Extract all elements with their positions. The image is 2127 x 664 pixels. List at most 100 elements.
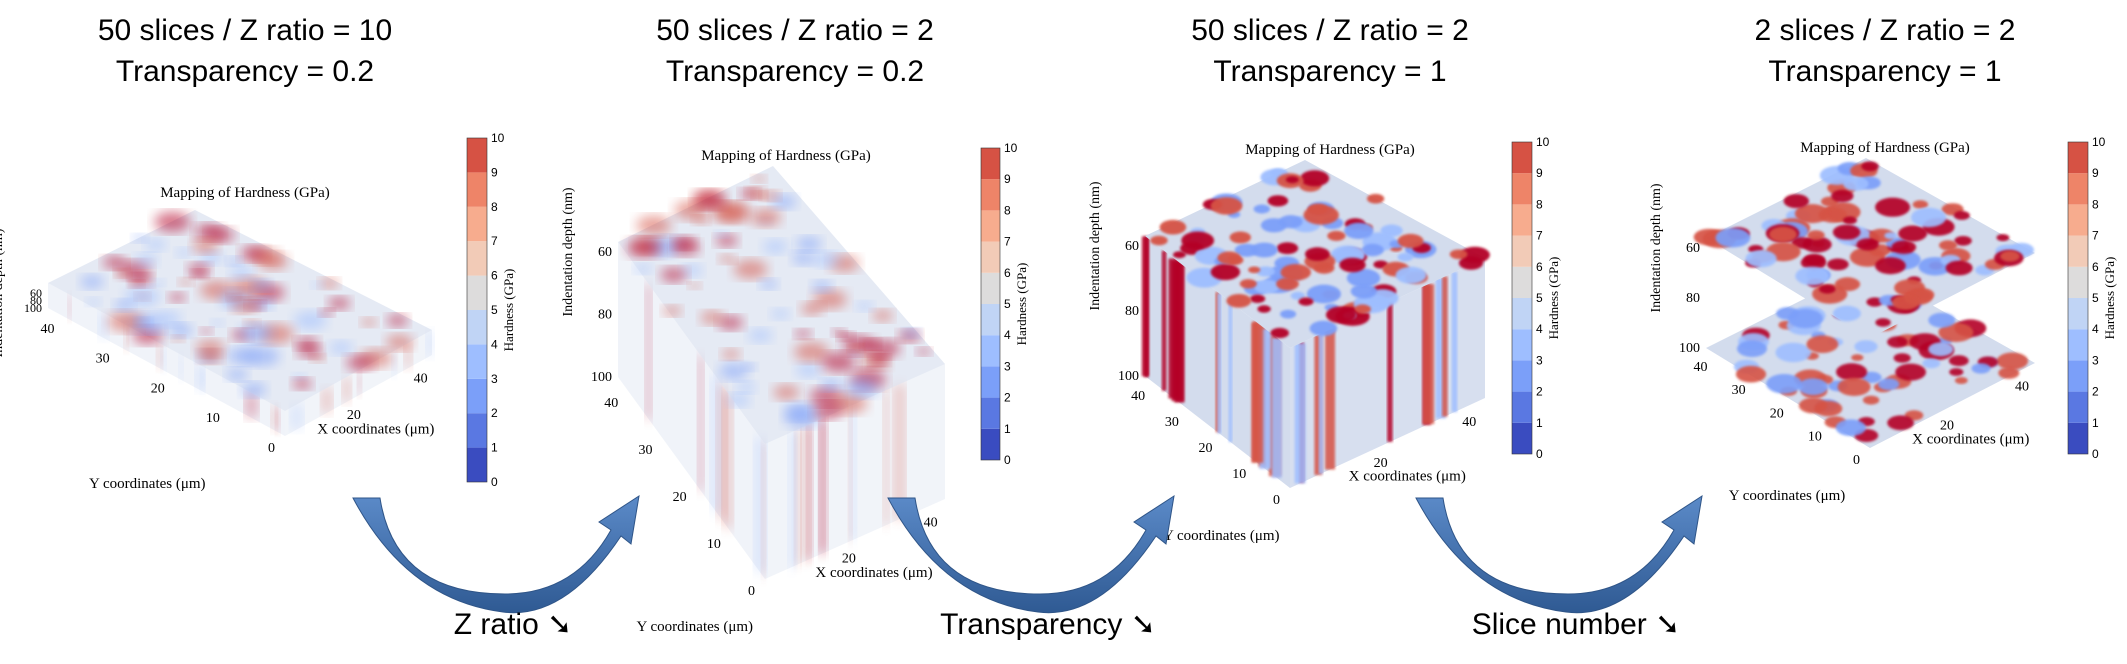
hardness-spot (1248, 266, 1261, 274)
hardness-spot (227, 347, 257, 364)
hardness-spot (820, 379, 842, 391)
colorbar-segment (2068, 235, 2088, 267)
hardness-spot (1832, 305, 1861, 322)
z-axis-label: Indentation depth (nm) (561, 187, 576, 316)
hardness-spot (663, 305, 682, 316)
hardness-spot (1693, 228, 1724, 246)
colorbar-tick-label: 10 (1536, 135, 1550, 149)
y-axis-label: Y coordinates (μm) (1163, 528, 1280, 544)
hardness-spot (1395, 266, 1427, 284)
hardness-spot (1735, 365, 1767, 383)
hardness-spot (132, 234, 148, 243)
depth-streak (342, 377, 351, 402)
hardness-spot (1210, 197, 1243, 215)
hardness-spot (1766, 374, 1802, 394)
hardness-spot (1276, 242, 1299, 255)
hardness-spot (1290, 291, 1306, 300)
plot-title: Mapping of Hardness (GPa) (160, 185, 330, 201)
hardness-spot (1256, 266, 1275, 277)
y-tick-label: 20 (673, 490, 687, 505)
colorbar-tick-label: 5 (491, 303, 498, 317)
colorbar-tick-label: 2 (1004, 391, 1011, 405)
depth-streak (321, 388, 332, 413)
hardness-spot (1948, 355, 1969, 367)
hardness-spot (1835, 419, 1866, 437)
hardness-spot (1827, 258, 1849, 271)
hardness-spot (719, 254, 736, 264)
hardness-spot (770, 308, 790, 319)
hardness-spot (1280, 264, 1312, 281)
colorbar-segment (467, 275, 487, 310)
hardness-spot (855, 301, 874, 311)
hardness-spot (192, 238, 219, 253)
panel-4: 2 slices / Z ratio = 2 Transparency = 1 Ma… (1649, 14, 2117, 504)
hardness-spot (916, 347, 931, 356)
x-axis-label: X coordinates (μm) (815, 565, 932, 581)
transition-label: Slice number ➘ (1472, 608, 1681, 641)
hardness-spot (813, 402, 843, 419)
volume-plot (48, 210, 434, 436)
hardness-spot (135, 253, 158, 267)
depth-streak (1251, 322, 1264, 463)
colorbar-segment (2068, 360, 2088, 392)
colorbar-segment (1512, 266, 1532, 298)
hardness-spot (115, 269, 131, 278)
hardness-spot (1339, 257, 1366, 273)
hardness-spot (1306, 284, 1341, 304)
hardness-spot (1866, 297, 1883, 307)
colorbar-segment (981, 428, 1000, 460)
y-axis-label: Y coordinates (μm) (636, 619, 753, 635)
z-tick-label: 100 (24, 301, 42, 315)
depth-streak (426, 331, 434, 357)
hardness-spot (1869, 228, 1895, 243)
z-tick-label: 100 (1118, 369, 1139, 384)
hardness-spot (636, 215, 672, 235)
hardness-spot (688, 282, 701, 290)
hardness-spot (870, 355, 889, 366)
hardness-spot (1150, 235, 1168, 246)
hardness-spot (151, 278, 165, 286)
transition-label: Z ratio ➘ (454, 608, 573, 641)
hardness-spot (258, 252, 289, 270)
depth-streak (883, 390, 890, 526)
colorbar-segment (981, 241, 1000, 273)
y-tick-label: 20 (151, 381, 165, 396)
hardness-spot (329, 341, 353, 355)
colorbar-tick-label: 7 (491, 234, 498, 248)
hardness-spot (1346, 268, 1381, 288)
colorbar-segment (467, 241, 487, 276)
colorbar-segment (981, 179, 1000, 211)
hardness-spot (1832, 224, 1861, 240)
hardness-spot (693, 216, 709, 225)
colorbar-segment (2068, 391, 2088, 423)
hardness-spot (1737, 340, 1767, 358)
hardness-spot (718, 315, 744, 330)
hardness-spot (1798, 378, 1829, 396)
hardness-spot (796, 236, 822, 252)
colorbar-segment (981, 397, 1000, 429)
hardness-spot (1298, 297, 1314, 306)
colorbar-segment (1512, 298, 1532, 330)
colorbar-tick-label: 9 (1536, 166, 1543, 180)
hardness-spot (168, 323, 193, 337)
colorbar-frame (1511, 141, 1533, 455)
colorbar-tick-label: 0 (1004, 453, 1011, 467)
depth-streak (711, 376, 721, 512)
hardness-spot (845, 379, 879, 397)
hardness-spot (1280, 309, 1297, 319)
colorbar-label: Hardness (GPa) (501, 269, 516, 352)
hardness-spot (1949, 368, 1964, 376)
hardness-spot (1851, 354, 1864, 361)
depth-streak (1387, 301, 1393, 442)
hardness-spot (1971, 363, 1991, 374)
colorbar-tick-label: 2 (1536, 385, 1543, 399)
hardness-spot (727, 393, 751, 407)
hardness-spot (1806, 335, 1839, 354)
hardness-spot (1276, 277, 1299, 291)
x-axis-label: X coordinates (μm) (1349, 469, 1466, 485)
plot-title: Mapping of Hardness (GPa) (701, 148, 871, 164)
panel-3: 50 slices / Z ratio = 2 Transparency = 1 M… (1088, 14, 1561, 544)
colorbar-tick-label: 9 (491, 165, 498, 179)
hardness-spot (795, 363, 822, 378)
y-tick-label: 30 (96, 352, 110, 367)
